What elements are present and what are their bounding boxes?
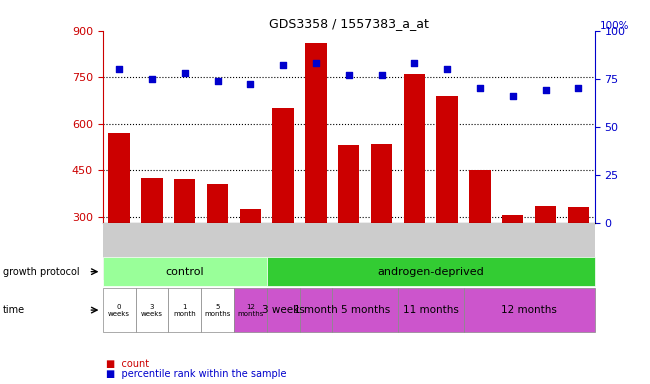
Text: 1
month: 1 month <box>174 304 196 316</box>
Text: control: control <box>165 266 204 277</box>
Bar <box>338 145 359 223</box>
Bar <box>436 96 458 223</box>
Point <box>376 72 387 78</box>
Text: 11 months: 11 months <box>403 305 459 315</box>
Text: androgen-deprived: androgen-deprived <box>378 266 484 277</box>
Bar <box>469 170 491 223</box>
Bar <box>109 133 130 223</box>
Text: ■  count: ■ count <box>106 359 149 369</box>
Bar <box>174 179 196 223</box>
Point <box>245 81 255 88</box>
Bar <box>306 43 326 223</box>
Point <box>147 76 157 82</box>
Point <box>278 62 289 68</box>
Text: time: time <box>3 305 25 315</box>
Bar <box>141 178 162 223</box>
Point <box>540 87 551 93</box>
Title: GDS3358 / 1557383_a_at: GDS3358 / 1557383_a_at <box>269 17 428 30</box>
Bar <box>535 206 556 223</box>
Bar <box>240 209 261 223</box>
Point <box>409 60 419 66</box>
Text: 12 months: 12 months <box>501 305 557 315</box>
Bar <box>502 215 523 223</box>
Point <box>474 85 485 91</box>
Bar <box>404 74 425 223</box>
Text: 12
months: 12 months <box>237 304 263 316</box>
Point <box>179 70 190 76</box>
Bar <box>272 108 294 223</box>
Point <box>573 85 584 91</box>
Text: ■  percentile rank within the sample: ■ percentile rank within the sample <box>106 369 287 379</box>
Bar <box>207 184 228 223</box>
Bar <box>371 144 392 223</box>
Point <box>508 93 518 99</box>
Point <box>344 72 354 78</box>
Text: 100%: 100% <box>600 21 629 31</box>
Bar <box>567 207 589 223</box>
Point <box>311 60 321 66</box>
Text: 3 weeks: 3 weeks <box>262 305 304 315</box>
Text: 3
weeks: 3 weeks <box>141 304 163 316</box>
Text: 0
weeks: 0 weeks <box>108 304 130 316</box>
Point <box>442 66 452 72</box>
Point <box>213 78 223 84</box>
Text: 1 month: 1 month <box>294 305 338 315</box>
Text: growth protocol: growth protocol <box>3 266 80 277</box>
Text: 5 months: 5 months <box>341 305 390 315</box>
Point <box>114 66 124 72</box>
Text: 5
months: 5 months <box>204 304 231 316</box>
